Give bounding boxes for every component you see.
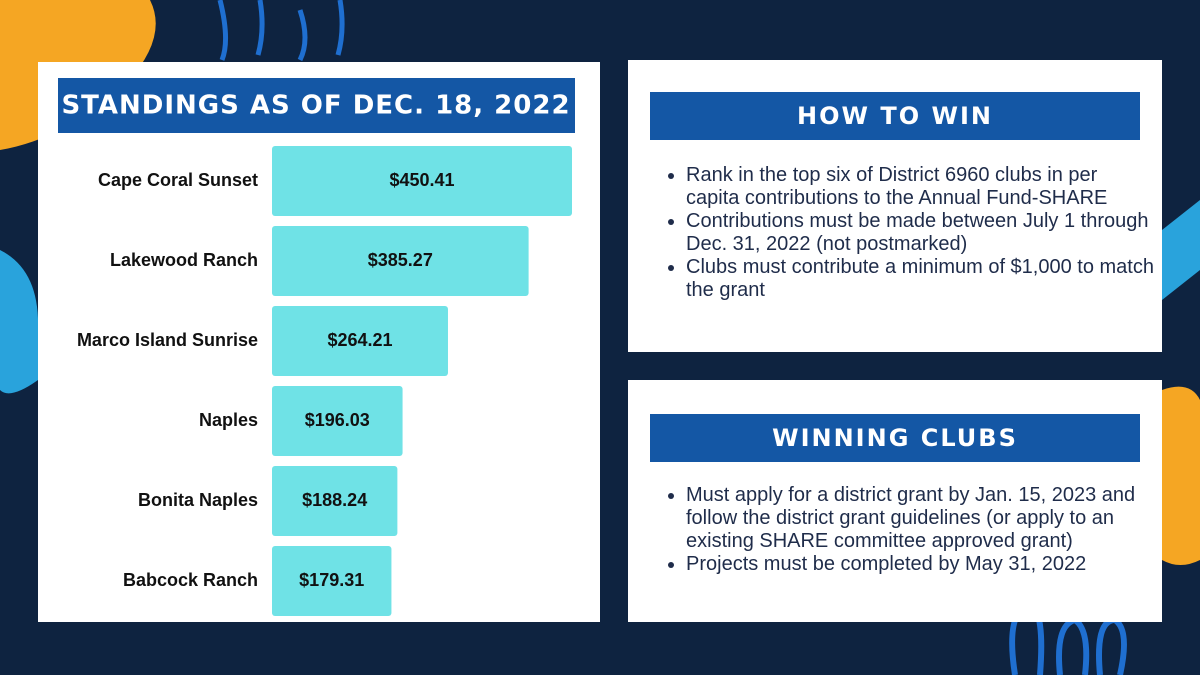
orange-shape (1162, 386, 1200, 565)
value-label: $450.41 (389, 170, 454, 190)
category-label: Bonita Naples (138, 490, 258, 510)
value-label: $188.24 (302, 490, 367, 510)
bar (272, 466, 398, 536)
category-label: Lakewood Ranch (110, 250, 258, 270)
how-to-win-panel: HOW TO WIN Rank in the top six of Distri… (628, 60, 1162, 352)
category-label: Naples (199, 410, 258, 430)
category-label: Babcock Ranch (123, 570, 258, 590)
bullet: Contributions must be made between July … (686, 210, 1156, 256)
chart-title: STANDINGS AS OF DEC. 18, 2022 (61, 91, 570, 121)
title-banner (58, 78, 575, 133)
standings-panel: STANDINGS AS OF DEC. 18, 2022 Cape Coral… (38, 62, 600, 622)
panel-title: HOW TO WIN (650, 92, 1140, 140)
value-label: $196.03 (305, 410, 370, 430)
bullet: Must apply for a district grant by Jan. … (686, 484, 1156, 553)
value-label: $264.21 (327, 330, 392, 350)
panel-title: WINNING CLUBS (650, 414, 1140, 462)
category-label: Cape Coral Sunset (98, 170, 258, 190)
bullet: Projects must be completed by May 31, 20… (686, 553, 1156, 576)
bar (272, 306, 448, 376)
chart: STANDINGS AS OF DEC. 18, 2022 Cape Coral… (58, 78, 575, 616)
winning-clubs-panel: WINNING CLUBS Must apply for a district … (628, 380, 1162, 622)
bullet-list: Must apply for a district grant by Jan. … (664, 484, 1156, 576)
value-label: $179.31 (299, 570, 364, 590)
bar (272, 226, 529, 296)
value-label: $385.27 (368, 250, 433, 270)
bar (272, 546, 392, 616)
bullet: Rank in the top six of District 6960 clu… (686, 164, 1156, 210)
bar (272, 146, 572, 216)
bar (272, 386, 403, 456)
bullet: Clubs must contribute a minimum of $1,00… (686, 256, 1156, 302)
blue-shape (0, 250, 39, 394)
bullet-list: Rank in the top six of District 6960 clu… (664, 164, 1156, 302)
blue-shape (1162, 200, 1200, 300)
scribble (217, 0, 345, 62)
category-label: Marco Island Sunrise (77, 330, 258, 350)
